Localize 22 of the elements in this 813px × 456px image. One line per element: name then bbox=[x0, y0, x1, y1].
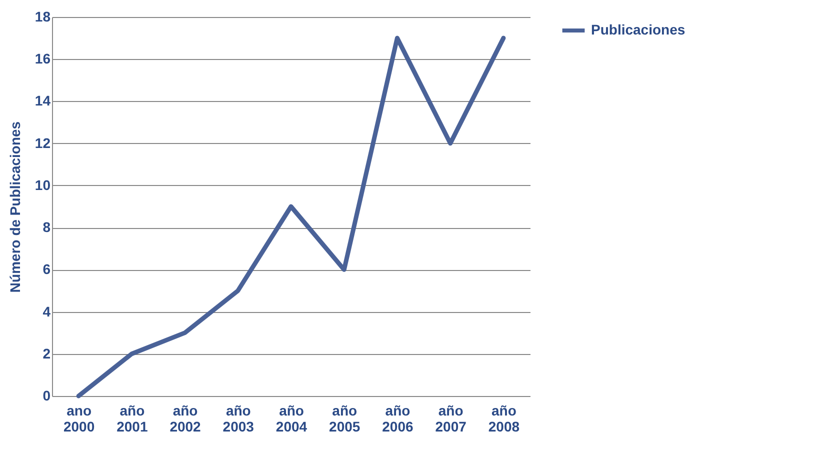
y-tick-label: 8 bbox=[42, 219, 51, 236]
x-tick-label: año 2008 bbox=[488, 402, 520, 434]
y-tick-label: 16 bbox=[34, 50, 51, 67]
y-tick-label: 12 bbox=[34, 134, 51, 151]
x-tick-label: año 2005 bbox=[329, 402, 360, 434]
y-tick-label: 14 bbox=[34, 92, 51, 109]
y-tick-label: 2 bbox=[42, 345, 51, 362]
y-tick-label: 4 bbox=[42, 303, 51, 320]
y-tick-label: 18 bbox=[34, 8, 51, 24]
x-tick-label: año 2003 bbox=[222, 402, 254, 434]
x-tick-label: año 2007 bbox=[435, 402, 467, 434]
y-tick-label: 10 bbox=[34, 176, 51, 193]
legend-label: Publicaciones bbox=[591, 22, 686, 38]
y-axis-title: Número de Publicaciones bbox=[6, 121, 23, 293]
x-tick-label: año 2002 bbox=[170, 402, 202, 434]
line-series bbox=[76, 36, 506, 398]
y-tick-label: 6 bbox=[42, 261, 51, 278]
x-tick-label: año 2004 bbox=[276, 402, 308, 434]
x-tick-label: ano 2000 bbox=[63, 402, 95, 434]
y-tick-label: 0 bbox=[42, 388, 51, 404]
x-tick-label: año 2001 bbox=[116, 402, 148, 434]
x-tick-label: año 2006 bbox=[382, 402, 414, 434]
